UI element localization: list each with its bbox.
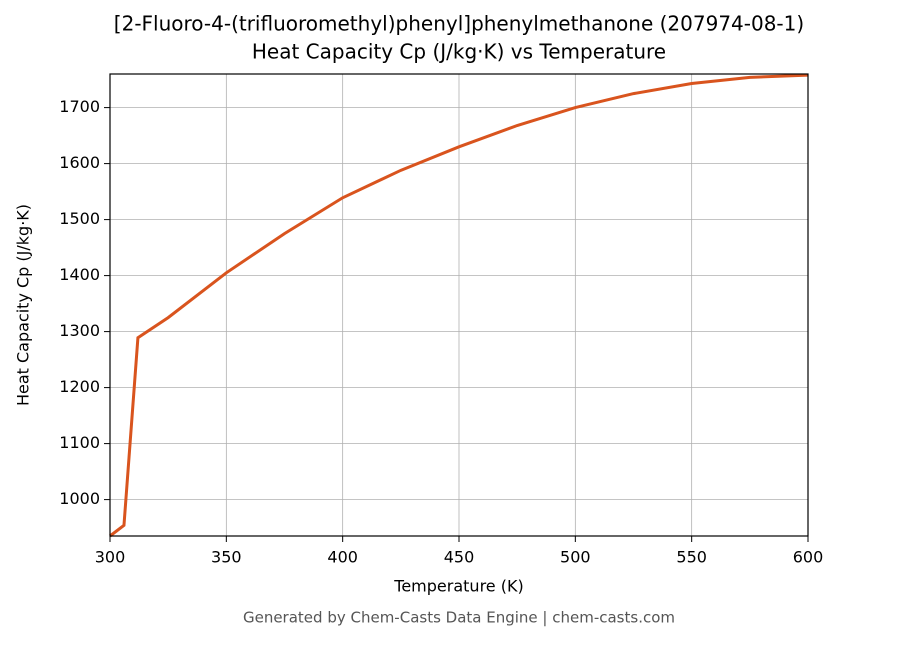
y-tick-label: 1000 <box>59 489 100 508</box>
y-tick-label: 1300 <box>59 321 100 340</box>
plot-frame <box>109 73 809 537</box>
x-tick-label: 600 <box>793 548 824 567</box>
y-tick-label: 1400 <box>59 265 100 284</box>
y-tick-label: 1500 <box>59 209 100 228</box>
chart-subtitle: Heat Capacity Cp (J/kg·K) vs Temperature <box>252 40 666 64</box>
x-tick-label: 350 <box>211 548 242 567</box>
x-tick-label: 400 <box>327 548 358 567</box>
footer: Generated by Chem-Casts Data Engine | ch… <box>243 609 675 627</box>
y-tick-label: 1600 <box>59 153 100 172</box>
y-tick-label: 1700 <box>59 97 100 116</box>
chart-title: [2-Fluoro-4-(trifluoromethyl)phenyl]phen… <box>114 12 804 36</box>
x-tick-label: 550 <box>676 548 707 567</box>
y-axis-label: Heat Capacity Cp (J/kg·K) <box>14 204 33 406</box>
x-tick-label: 450 <box>444 548 475 567</box>
x-axis-label: Temperature (K) <box>393 577 523 596</box>
x-tick-label: 300 <box>95 548 126 567</box>
y-tick-label: 1100 <box>59 433 100 452</box>
x-tick-label: 500 <box>560 548 591 567</box>
y-tick-label: 1200 <box>59 377 100 396</box>
data-line <box>109 73 809 538</box>
